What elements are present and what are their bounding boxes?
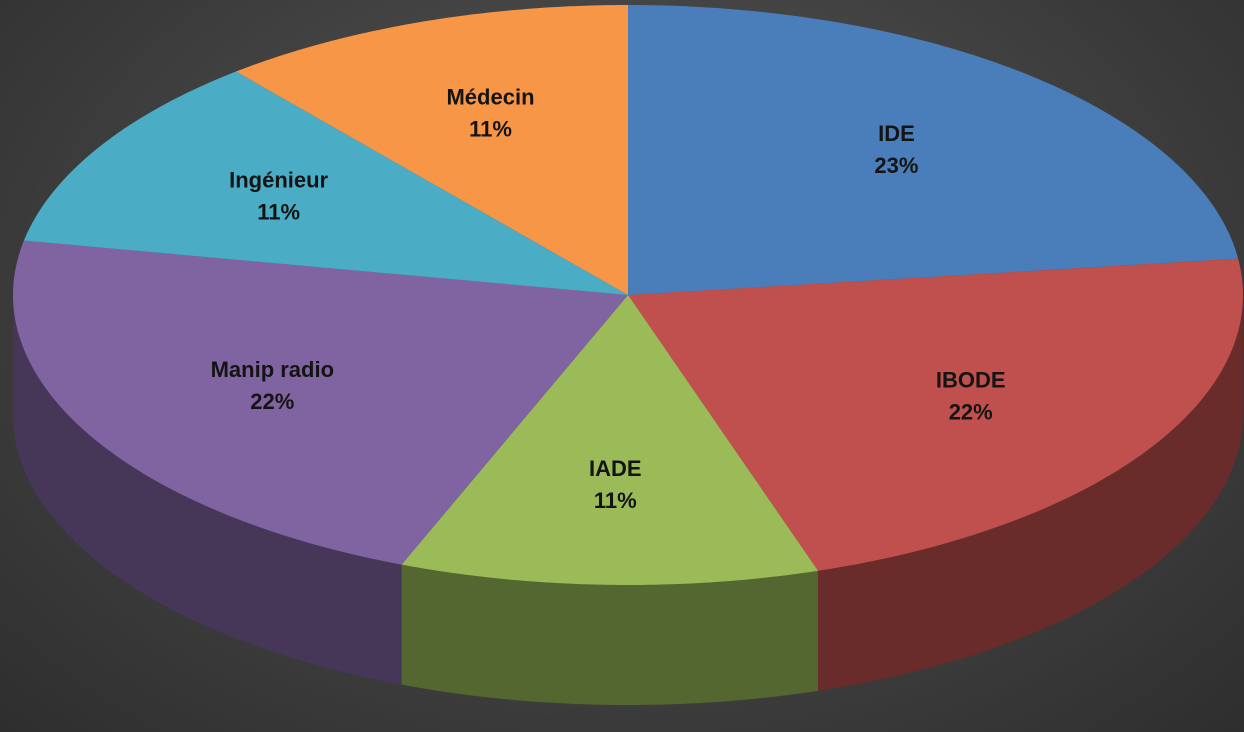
- slice-side: [13, 295, 402, 685]
- slice: [628, 258, 1243, 571]
- slice: [235, 5, 628, 295]
- slice-label: IADE: [589, 456, 642, 481]
- slice-value-label: 11%: [257, 199, 300, 224]
- slice-side: [401, 564, 819, 705]
- slice-label: IBODE: [936, 367, 1006, 392]
- slice: [628, 5, 1239, 295]
- slice: [401, 295, 819, 585]
- slice: [23, 71, 629, 295]
- slice-label: IDE: [878, 121, 915, 146]
- slice-label: Ingénieur: [229, 167, 328, 192]
- slice-value-label: 11%: [469, 117, 512, 142]
- slice-label: Manip radio: [211, 357, 334, 382]
- slice-value-label: 22%: [250, 389, 294, 414]
- slice-side: [818, 295, 1243, 691]
- slice-label: Médecin: [446, 85, 534, 110]
- slice-value-label: 22%: [949, 399, 993, 424]
- slice: [13, 240, 629, 565]
- slice-value-label: 23%: [874, 153, 918, 178]
- slice-value-label: 11%: [594, 488, 637, 513]
